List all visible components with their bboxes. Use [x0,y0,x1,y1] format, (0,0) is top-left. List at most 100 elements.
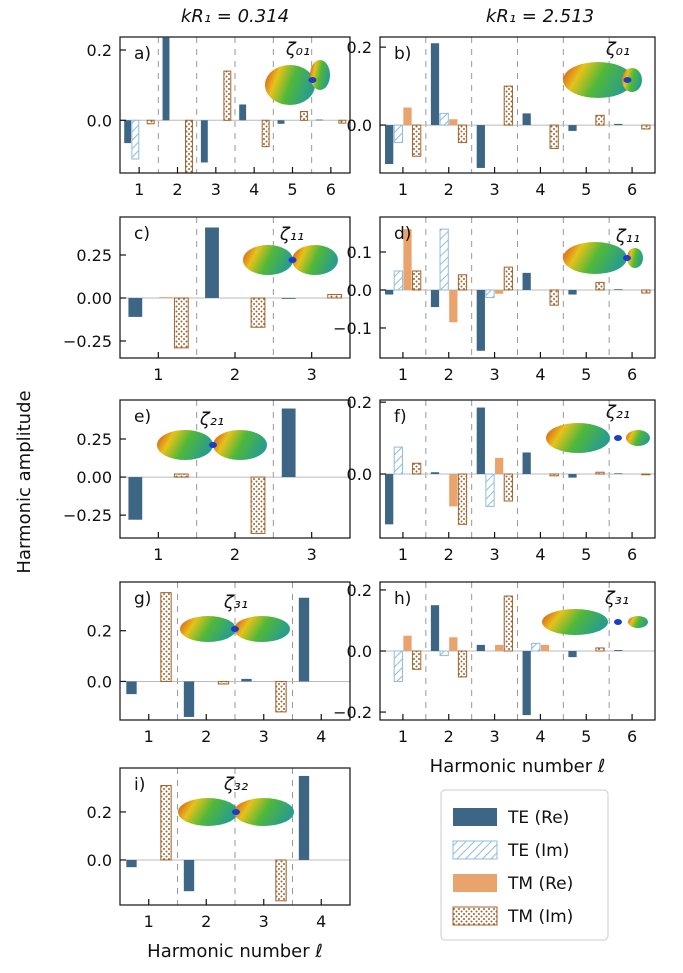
bar [126,681,137,695]
x-tick-label: 6 [627,365,637,384]
bar [393,650,403,683]
bar [183,859,195,892]
panel-label: i) [134,775,145,795]
bar [250,476,266,534]
mode-shape [213,430,267,460]
bar [595,114,605,126]
bar [393,446,403,475]
plot-frame [119,399,351,539]
mode-node [232,809,240,815]
bar [549,473,559,477]
legend-label: TM (Im) [507,907,573,927]
bar [568,125,577,131]
bar [430,472,440,475]
bar [430,43,440,126]
y-tick-label: 0.25 [76,246,112,265]
x-tick-label: 3 [259,727,269,746]
panel-label: d) [394,224,411,244]
x-tick-label: 2 [201,912,211,931]
bar [275,680,287,713]
bar [495,289,504,294]
shape-label: ζ₃₁ [223,592,248,613]
x-tick-label: 1 [134,180,144,199]
x-tick-label: 6 [627,727,637,746]
x-tick-label: 4 [535,180,545,199]
bar [503,473,513,502]
bar [476,644,485,651]
x-tick-label: 5 [581,727,591,746]
mode-shape [563,242,627,274]
y-tick-label: 0.1 [347,243,372,262]
x-tick-label: 2 [172,180,182,199]
bar [495,644,504,651]
bar [128,297,143,317]
x-tick-label: 5 [581,180,591,199]
bar [403,635,412,651]
mode-shape [627,248,643,268]
panel-label: b) [394,44,411,64]
bar [439,228,449,291]
bar [430,289,440,308]
bar [385,289,394,295]
mode-shape [234,798,294,826]
bar [540,644,550,651]
bar [205,227,219,298]
shape-label: ζ₃₂ [223,774,248,795]
x-tick-label: 1 [398,727,408,746]
bar [614,289,623,290]
x-tick-label: 2 [230,545,240,564]
x-tick-label: 3 [489,727,499,746]
y-tick-label: −0.25 [63,506,112,525]
mode-shape [178,798,238,826]
panel-label: f) [394,407,407,427]
bar [183,681,195,717]
mode-shape [265,65,315,105]
x-tick-label: 2 [444,365,454,384]
bar [449,119,458,126]
bar [403,107,412,126]
bar [503,266,513,291]
y-tick-label: 0.0 [87,672,112,691]
bar [568,474,577,478]
mode-node [308,77,317,83]
bar [495,457,504,475]
x-tick-label: 4 [316,727,326,746]
mode-shape [310,60,330,90]
x-tick-label: 5 [581,545,591,564]
shape-label: ζ₁₁ [279,224,304,245]
x-tick-label: 2 [444,180,454,199]
bar [595,471,605,475]
legend-swatch [453,874,497,892]
y-tick-label: −0.25 [63,332,112,351]
bar [146,119,155,125]
mode-shape [546,423,610,453]
bar [614,123,623,126]
bar [281,297,296,299]
y-tick-label: 0.2 [347,393,372,412]
bar [315,119,323,121]
panel-label: g) [134,589,151,609]
x-tick-label: 3 [307,365,317,384]
bar [223,70,232,121]
x-tick-label: 2 [201,727,211,746]
bar [503,85,513,126]
bar [476,125,485,168]
mode-shape [234,616,290,642]
shape-label: ζ₃₁ [604,588,629,609]
bar [595,647,605,652]
bar [457,650,468,678]
mode-node [614,619,622,625]
bar [412,270,422,291]
y-tick-label: 0.0 [87,851,112,870]
column-title: kR₁ = 0.314 [181,6,289,27]
plot-frame [119,581,351,721]
x-tick-label: 6 [627,180,637,199]
y-tick-label: 0.00 [76,468,112,487]
panel-label: h) [394,589,411,609]
bar [522,272,531,290]
legend-label: TE (Im) [507,841,569,861]
bar [403,229,412,290]
x-tick-label: 2 [444,727,454,746]
bar [160,785,172,861]
bar [250,297,266,328]
